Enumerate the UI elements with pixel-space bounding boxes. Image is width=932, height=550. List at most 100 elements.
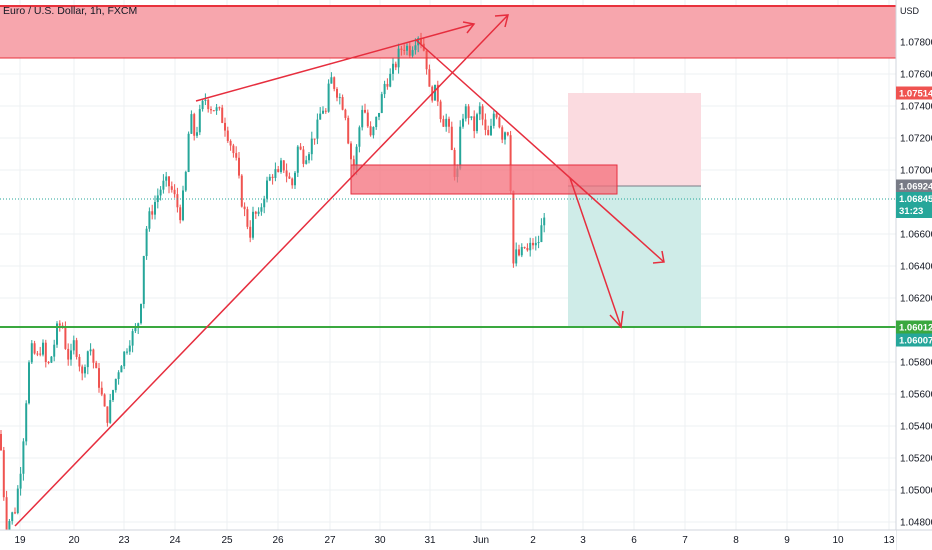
time-tick-15: 9 (784, 535, 790, 546)
candle-50 (140, 303, 142, 325)
candle-194 (543, 212, 546, 233)
candle-167 (467, 104, 470, 125)
candle-36 (100, 381, 103, 397)
time-axis-ticks: 19 20 23 24 25 26 27 30 31 Jun 2 3 6 7 8 9 10 13 (14, 535, 895, 546)
time-tick-17: 13 (883, 535, 895, 546)
projection-path[interactable] (569, 177, 622, 328)
trend-annotations[interactable] (14, 14, 665, 527)
candle-39 (109, 393, 112, 424)
supply-zone[interactable] (350, 164, 618, 195)
price-tick-8: 1.05800 (900, 358, 932, 369)
candle-181 (506, 131, 509, 137)
candle-152 (425, 50, 428, 75)
candle-61 (170, 181, 173, 193)
candle-87 (243, 202, 246, 217)
candle-108 (302, 145, 305, 168)
candle-8 (22, 438, 25, 481)
candle-134 (375, 116, 378, 130)
candle-71 (198, 104, 201, 136)
candle-174 (487, 125, 490, 136)
candle-193 (540, 218, 543, 243)
candle-150 (420, 32, 422, 49)
candle-65 (182, 185, 184, 222)
time-tick-10: 2 (530, 535, 536, 546)
candle-16 (44, 339, 47, 368)
time-axis[interactable] (0, 530, 896, 550)
candle-113 (316, 113, 319, 145)
ascending-trendline-arrowhead (494, 14, 509, 28)
candle-78 (218, 106, 221, 111)
candle-49 (137, 322, 140, 335)
candle-90 (252, 206, 254, 240)
candle-104 (291, 177, 294, 189)
resistance-zone[interactable] (0, 6, 896, 58)
candle-169 (473, 110, 476, 139)
candle-69 (193, 112, 196, 141)
candle-159 (445, 113, 448, 132)
candle-48 (134, 323, 137, 334)
candle-2 (5, 490, 8, 535)
candle-43 (120, 364, 123, 373)
candle-75 (210, 106, 212, 114)
candle-139 (389, 68, 392, 88)
candle-68 (190, 110, 193, 135)
upper-channel-arrowhead (462, 21, 476, 34)
time-tick-0: 19 (14, 535, 26, 546)
candle-147 (411, 46, 414, 58)
candle-5 (14, 507, 16, 515)
candle-88 (246, 206, 249, 230)
candle-137 (383, 80, 386, 99)
candle-6 (16, 485, 19, 515)
candle-83 (232, 143, 235, 158)
candle-99 (277, 165, 280, 173)
candle-155 (434, 84, 436, 101)
candle-55 (154, 195, 156, 220)
price-tick-5: 1.06600 (900, 230, 932, 241)
time-tick-14: 8 (733, 535, 739, 546)
candle-74 (207, 98, 210, 113)
candle-124 (347, 115, 350, 145)
svg-text:1.06924: 1.06924 (899, 181, 932, 192)
time-tick-2: 23 (118, 535, 130, 546)
plot-area[interactable] (0, 0, 896, 530)
ascending-trendline[interactable] (14, 14, 509, 527)
candle-105 (294, 171, 296, 190)
candle-187 (523, 246, 526, 249)
time-tick-12: 6 (631, 535, 637, 546)
candle-114 (319, 107, 322, 120)
candle-62 (173, 184, 176, 198)
candle-47 (131, 328, 134, 353)
candle-80 (224, 117, 226, 137)
take-profit-zone[interactable] (568, 186, 701, 326)
candle-145 (406, 43, 408, 56)
candle-77 (215, 103, 218, 115)
candle-189 (529, 237, 532, 257)
candle-59 (165, 171, 168, 187)
candle-135 (378, 112, 380, 121)
candle-101 (282, 160, 285, 174)
price-axis-ticks: 1.07800 1.07600 1.07400 1.07200 1.07000 1.066… (900, 38, 932, 529)
candle-141 (394, 61, 397, 71)
candle-133 (372, 126, 375, 139)
upper-channel-line[interactable] (195, 23, 475, 102)
candle-157 (439, 99, 442, 123)
candle-26 (72, 335, 75, 355)
svg-text:1.06007: 1.06007 (899, 335, 932, 346)
candle-143 (400, 45, 403, 56)
candle-20 (56, 321, 58, 348)
time-tick-7: 30 (374, 535, 386, 546)
candle-111 (310, 131, 313, 161)
price-tick-0: 1.07800 (900, 38, 932, 49)
candle-31 (86, 350, 89, 375)
candle-85 (238, 151, 240, 179)
candle-168 (470, 116, 473, 121)
descending-trendline[interactable] (415, 39, 665, 263)
candle-34 (95, 360, 98, 369)
candle-97 (271, 174, 274, 185)
candle-122 (341, 94, 344, 111)
candle-191 (534, 236, 537, 251)
candle-100 (280, 157, 282, 174)
candle-64 (179, 204, 182, 224)
candle-52 (145, 226, 148, 260)
